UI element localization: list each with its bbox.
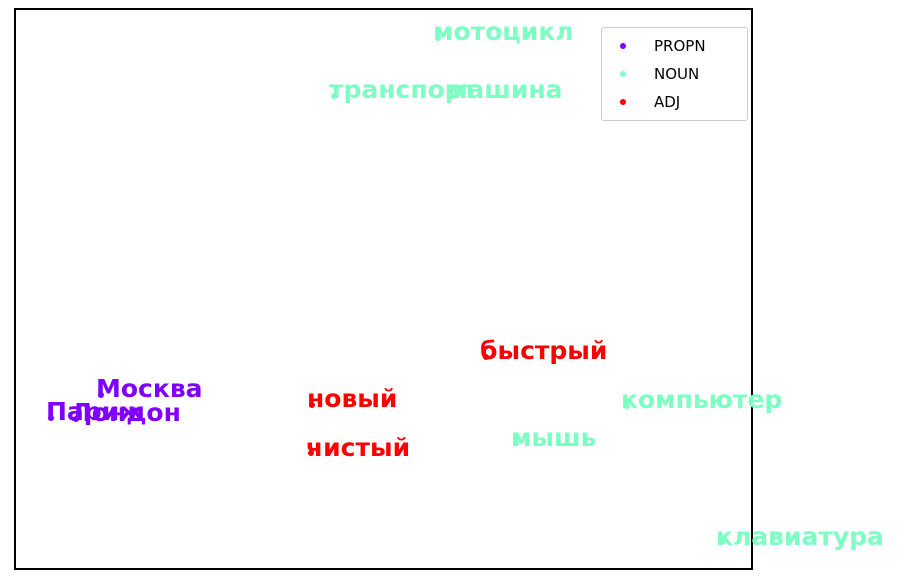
legend: PROPN NOUN ADJ [601, 27, 748, 121]
legend-label: PROPN [654, 36, 706, 55]
scatter-point [331, 93, 337, 99]
word-label: машина [447, 75, 563, 104]
word-label: чистый [306, 433, 411, 462]
word-label: клавиатура [716, 522, 884, 551]
word-label: Москва [96, 374, 203, 403]
legend-row: NOUN [602, 64, 747, 83]
legend-row: ADJ [602, 92, 747, 111]
legend-row: PROPN [602, 36, 747, 55]
scatter-point [513, 440, 519, 446]
legend-marker-icon [620, 71, 626, 77]
plot-frame [14, 8, 753, 570]
word-label: Париж [46, 397, 145, 426]
legend-label: NOUN [654, 64, 700, 83]
word-label: новый [307, 384, 398, 413]
word-label: компьютер [621, 385, 783, 414]
scatter-point [483, 354, 489, 360]
word-label: мышь [511, 423, 597, 452]
word-label: мотоцикл [433, 17, 574, 46]
scatter-point [308, 450, 314, 456]
word-label: быстрый [480, 336, 608, 365]
legend-label: ADJ [654, 92, 681, 111]
scatter-point [48, 415, 54, 421]
scatter-point [435, 35, 441, 41]
legend-marker-icon [620, 43, 626, 49]
scatter-point [73, 416, 79, 422]
scatter-point [719, 539, 725, 545]
legend-marker-icon [620, 99, 626, 105]
scatter-point [309, 402, 315, 408]
scatter-point [624, 403, 630, 409]
word-label: Лондон [71, 398, 181, 427]
scatter-point [449, 93, 455, 99]
scatter-point [98, 392, 104, 398]
